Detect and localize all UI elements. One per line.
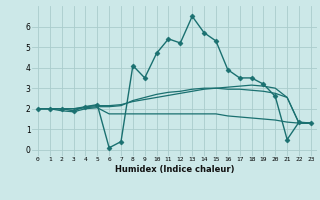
X-axis label: Humidex (Indice chaleur): Humidex (Indice chaleur) — [115, 165, 234, 174]
